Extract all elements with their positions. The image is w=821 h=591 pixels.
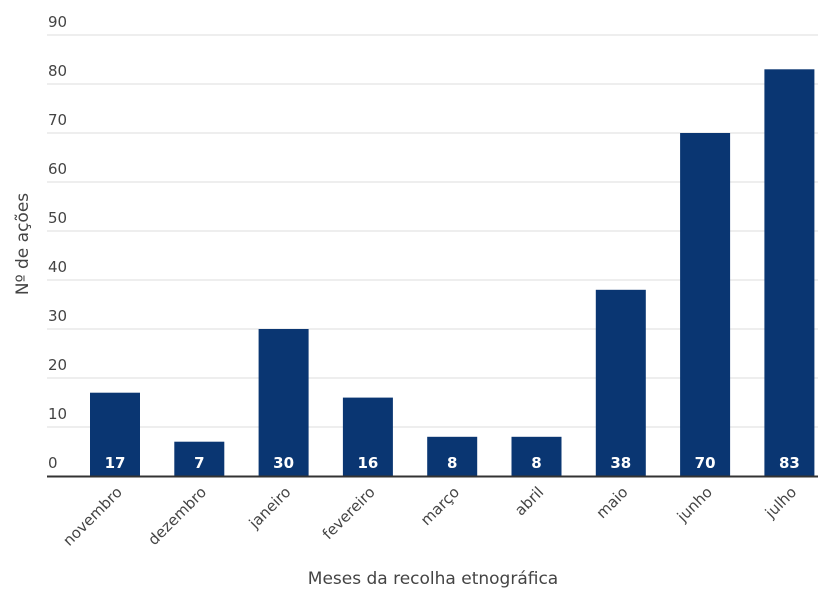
y-tick-label: 60: [48, 160, 67, 178]
y-axis-ticks: 0 10 20 30 40 50 60 70 80 90: [48, 13, 67, 472]
data-label: 8: [531, 454, 541, 472]
data-label: 30: [273, 454, 294, 472]
data-label: 17: [105, 454, 126, 472]
bar-novembro: [90, 392, 140, 476]
bar-abril: [511, 436, 562, 476]
y-tick-label: 30: [48, 307, 67, 325]
data-label: 83: [779, 454, 800, 472]
y-tick-label: 10: [48, 405, 67, 423]
x-category-label: fevereiro: [319, 483, 379, 543]
y-tick-label: 80: [48, 62, 67, 80]
x-category-label: janeiro: [245, 483, 295, 533]
y-tick-label: 40: [48, 258, 67, 276]
x-axis-title: Meses da recolha etnográfica: [308, 569, 558, 589]
data-label: 38: [610, 454, 631, 472]
bar-janeiro: [258, 329, 309, 476]
x-category-label: julho: [761, 483, 800, 522]
bar-dezembro: [174, 441, 225, 476]
x-category-label: dezembro: [144, 483, 210, 549]
y-tick-label: 70: [48, 111, 67, 129]
data-label: 7: [194, 454, 204, 472]
x-category-label: março: [417, 483, 463, 529]
bars: [90, 69, 815, 477]
bar-junho: [680, 133, 731, 476]
y-tick-label: 0: [48, 454, 58, 472]
x-category-label: maio: [593, 483, 632, 522]
y-tick-label: 50: [48, 209, 67, 227]
y-tick-label: 20: [48, 356, 67, 374]
y-axis-title: Nº de ações: [13, 193, 33, 295]
y-tick-label: 90: [48, 13, 67, 31]
bar-julho: [764, 69, 815, 477]
x-axis-categories: novembro dezembro janeiro fevereiro março abr…: [59, 483, 800, 549]
data-label: 8: [447, 454, 457, 472]
bar-fevereiro: [342, 397, 393, 476]
data-label: 70: [695, 454, 716, 472]
bar-março: [427, 436, 478, 476]
data-label: 16: [357, 454, 378, 472]
gridlines: [47, 34, 818, 428]
data-labels: 17 7 30 16 8 8 38 70 83: [105, 454, 800, 472]
bar-maio: [595, 289, 646, 476]
x-category-label: junho: [673, 483, 716, 526]
x-category-label: novembro: [59, 483, 125, 549]
x-category-label: abril: [511, 483, 547, 519]
